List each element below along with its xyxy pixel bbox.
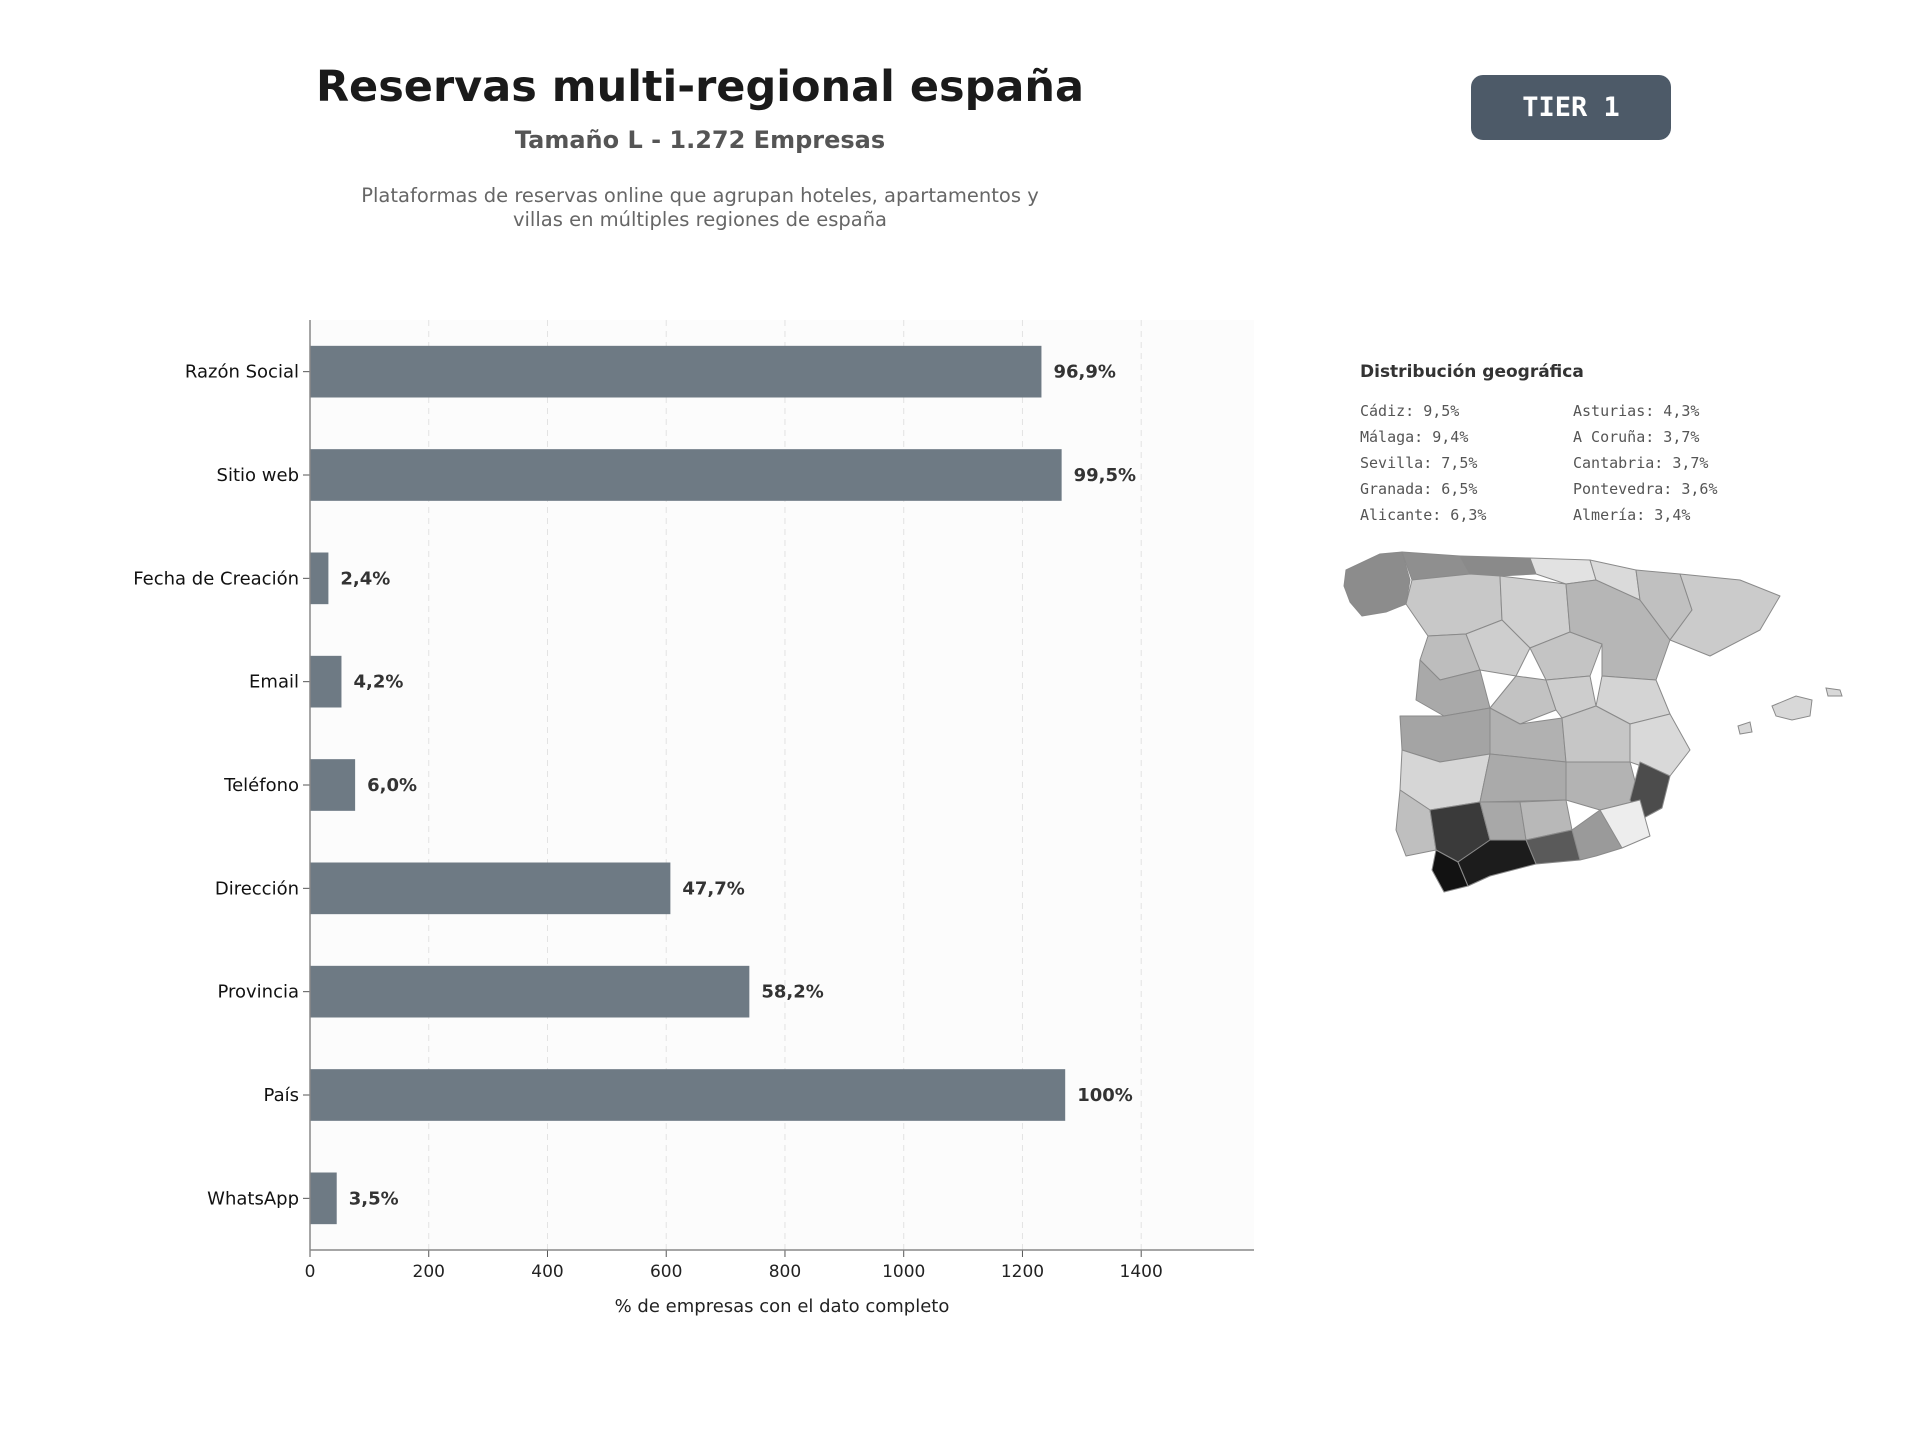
geo-entry: Cádiz: 9,5% bbox=[1360, 402, 1460, 420]
map-region-basque bbox=[1529, 557, 1597, 585]
geo-entry: Cantabria: 3,7% bbox=[1573, 454, 1709, 472]
x-tick-label: 600 bbox=[650, 1262, 682, 1282]
bar-value-label: 96,9% bbox=[1053, 362, 1115, 383]
y-tick-label: Teléfono bbox=[223, 775, 299, 796]
map-region-cadiz bbox=[1431, 849, 1469, 893]
x-tick-label: 200 bbox=[413, 1262, 445, 1282]
bar bbox=[310, 1172, 337, 1225]
geo-entry: Granada: 6,5% bbox=[1360, 480, 1478, 498]
y-tick-label: WhatsApp bbox=[207, 1188, 299, 1209]
geo-entry: Almería: 3,4% bbox=[1573, 506, 1691, 524]
x-tick-label: 1000 bbox=[882, 1262, 925, 1282]
map-region-galicia bbox=[1343, 551, 1411, 617]
geo-distribution-title: Distribución geográfica bbox=[1360, 362, 1584, 382]
map-region-huelva bbox=[1395, 789, 1437, 857]
geo-entry: Asturias: 4,3% bbox=[1573, 402, 1700, 420]
bar-value-label: 99,5% bbox=[1074, 465, 1136, 486]
bar bbox=[310, 449, 1062, 501]
map-region-almeria bbox=[1571, 809, 1623, 861]
bar bbox=[310, 965, 750, 1018]
geo-entry: Pontevedra: 3,6% bbox=[1573, 480, 1718, 498]
spain-choropleth-map bbox=[1343, 551, 1843, 893]
bar-value-label: 47,7% bbox=[682, 878, 744, 899]
bar-value-label: 58,2% bbox=[761, 982, 823, 1003]
x-tick-label: 0 bbox=[305, 1262, 316, 1282]
bar bbox=[310, 759, 356, 811]
x-tick-label: 800 bbox=[769, 1262, 801, 1282]
bar bbox=[310, 862, 671, 915]
chart-description: Plataformas de reservas online que agrup… bbox=[330, 184, 1070, 232]
y-tick-label: Email bbox=[249, 672, 299, 693]
bar-value-label: 3,5% bbox=[349, 1188, 399, 1209]
map-region-mallorca bbox=[1771, 695, 1813, 721]
chart-subtitle: Tamaño L - 1.272 Empresas bbox=[514, 126, 886, 154]
bar-value-label: 100% bbox=[1077, 1085, 1133, 1106]
geo-entry: A Coruña: 3,7% bbox=[1573, 428, 1700, 446]
map-region-malaga bbox=[1457, 839, 1537, 887]
map-region-valladolid bbox=[1465, 619, 1531, 677]
map-region-ibiza bbox=[1737, 721, 1753, 735]
x-tick-label: 400 bbox=[531, 1262, 563, 1282]
geo-entry: Málaga: 9,4% bbox=[1360, 428, 1469, 446]
chart-title: Reservas multi-regional españa bbox=[315, 62, 1085, 112]
description-line-2: villas en múltiples regiones de españa bbox=[512, 208, 888, 231]
map-region-ciudad-real bbox=[1479, 753, 1567, 803]
bar-value-label: 6,0% bbox=[367, 775, 417, 796]
x-axis-label: % de empresas con el dato completo bbox=[615, 1296, 950, 1317]
y-tick-label: Razón Social bbox=[185, 362, 299, 383]
x-tick-label: 1400 bbox=[1120, 1262, 1163, 1282]
map-region-cantabria bbox=[1459, 555, 1537, 577]
bar bbox=[310, 655, 342, 708]
bar-chart: 0 200 400 600 800 1000 1200 1400 96,9% Razón Soci… bbox=[133, 320, 1254, 1317]
y-tick-label: Provincia bbox=[217, 982, 299, 1003]
geo-entry: Alicante: 6,3% bbox=[1360, 506, 1487, 524]
bar-value-label: 4,2% bbox=[353, 672, 403, 693]
map-region-menorca bbox=[1825, 687, 1843, 697]
y-tick-label: País bbox=[264, 1085, 299, 1106]
map-region-soria bbox=[1529, 631, 1603, 681]
bar bbox=[310, 1069, 1066, 1121]
tier-badge: TIER 1 bbox=[1471, 75, 1671, 140]
map-region-catalonia bbox=[1669, 573, 1781, 657]
bar bbox=[310, 552, 329, 605]
geo-list-right: Asturias: 4,3% A Coruña: 3,7% Cantabria:… bbox=[1573, 398, 1718, 528]
y-tick-label: Fecha de Creación bbox=[133, 568, 299, 589]
map-region-valencia bbox=[1629, 713, 1691, 777]
bar-value-label: 2,4% bbox=[340, 568, 390, 589]
geo-entry: Sevilla: 7,5% bbox=[1360, 454, 1478, 472]
x-tick-label: 1200 bbox=[1001, 1262, 1044, 1282]
y-tick-label: Sitio web bbox=[217, 465, 299, 486]
geo-list-left: Cádiz: 9,5% Málaga: 9,4% Sevilla: 7,5% G… bbox=[1360, 398, 1486, 528]
description-line-1: Plataformas de reservas online que agrup… bbox=[361, 184, 1039, 207]
y-tick-label: Dirección bbox=[215, 878, 299, 899]
bar bbox=[310, 345, 1042, 398]
